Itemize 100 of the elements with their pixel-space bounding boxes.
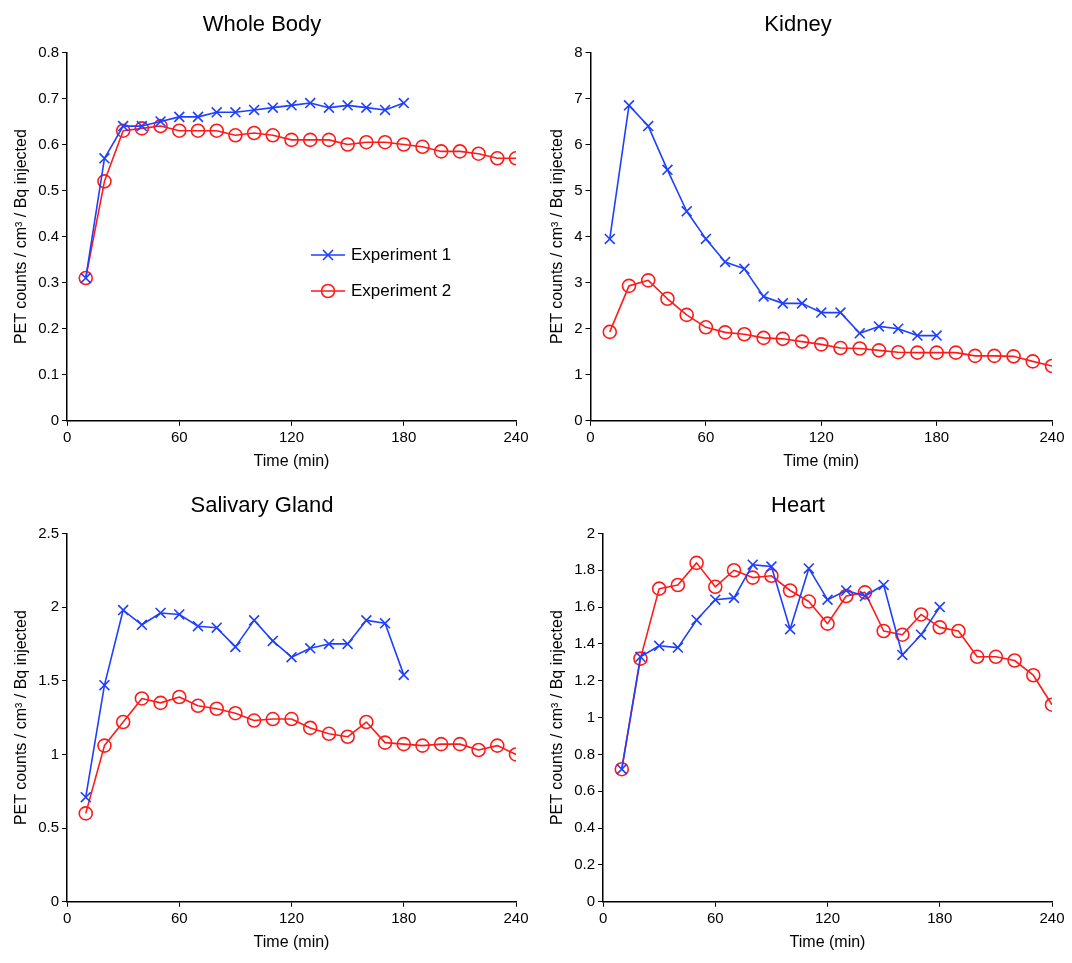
point xyxy=(700,233,712,245)
point xyxy=(341,99,354,112)
point xyxy=(757,290,770,303)
point xyxy=(210,106,223,119)
x-tick-label: 0 xyxy=(598,908,608,926)
point xyxy=(284,132,299,148)
y-tick-label: 1.5 xyxy=(38,670,60,688)
y-tick-label: 2 xyxy=(586,523,596,541)
point xyxy=(672,641,684,654)
point xyxy=(248,104,260,116)
point xyxy=(876,623,891,639)
y-tick-label: 6 xyxy=(574,134,583,152)
point xyxy=(359,714,374,730)
point xyxy=(756,330,771,346)
point xyxy=(602,324,618,340)
y-tick-label: 2 xyxy=(50,597,60,615)
point xyxy=(117,120,129,132)
x-tick-label: 120 xyxy=(808,427,834,445)
x-tick-label: 180 xyxy=(391,427,417,445)
point xyxy=(265,127,281,143)
point xyxy=(192,620,204,632)
point xyxy=(1006,349,1021,364)
point xyxy=(745,570,760,585)
point xyxy=(642,120,654,132)
point xyxy=(115,123,131,138)
point xyxy=(934,601,946,613)
x-tick-label: 240 xyxy=(1039,427,1065,445)
y-tick-label: 0 xyxy=(586,891,596,909)
y-tick-label: 0 xyxy=(50,891,60,909)
point xyxy=(859,590,871,602)
point xyxy=(98,152,111,165)
point xyxy=(801,594,817,609)
point xyxy=(746,558,759,571)
x-axis-title: Time (min) xyxy=(789,932,866,950)
point xyxy=(782,583,798,598)
point xyxy=(97,738,112,753)
point xyxy=(377,134,393,150)
y-tick-label: 2 xyxy=(574,318,583,336)
point xyxy=(857,585,873,600)
point xyxy=(285,651,298,663)
point xyxy=(171,689,187,705)
point xyxy=(323,101,335,114)
y-tick-label: 1.2 xyxy=(574,670,596,688)
point xyxy=(98,679,111,691)
point xyxy=(877,579,890,591)
point xyxy=(698,320,714,335)
chart-title: Kidney xyxy=(764,11,832,37)
y-axis-title: PET counts / cm³ / Bq injected xyxy=(12,610,30,826)
x-tick-label: 60 xyxy=(706,908,724,926)
point xyxy=(284,711,299,727)
point xyxy=(340,729,355,745)
y-tick-label: 1 xyxy=(50,744,60,762)
point xyxy=(267,101,279,114)
point xyxy=(415,139,430,155)
y-tick-label: 1 xyxy=(574,364,583,382)
legend-label: Experiment 2 xyxy=(351,280,452,300)
y-tick-label: 1.6 xyxy=(574,597,596,615)
point xyxy=(737,326,752,342)
x-tick-label: 0 xyxy=(62,427,72,445)
x-tick-label: 180 xyxy=(391,908,417,926)
point xyxy=(911,329,924,342)
chart-title: Heart xyxy=(771,492,825,518)
point xyxy=(679,307,694,323)
y-tick-label: 1 xyxy=(586,707,596,725)
point xyxy=(229,106,242,119)
point xyxy=(670,577,686,593)
point xyxy=(660,291,675,307)
point xyxy=(190,123,206,138)
point xyxy=(285,99,298,112)
y-tick-label: 2.5 xyxy=(38,523,60,541)
chart-title: Whole Body xyxy=(202,11,322,37)
point xyxy=(929,345,944,360)
point xyxy=(913,607,929,622)
point xyxy=(915,628,927,641)
x-tick-label: 120 xyxy=(279,908,305,926)
point xyxy=(775,331,791,347)
point xyxy=(689,555,704,571)
point xyxy=(838,588,854,604)
y-tick-label: 3 xyxy=(574,272,583,290)
point xyxy=(209,701,224,717)
point xyxy=(302,132,318,148)
point xyxy=(794,334,810,349)
point xyxy=(796,297,808,310)
point xyxy=(115,714,131,730)
point xyxy=(433,736,449,752)
x-axis-title: Time (min) xyxy=(783,451,860,469)
point xyxy=(895,627,910,643)
point xyxy=(396,736,412,752)
point xyxy=(302,720,318,736)
point xyxy=(717,325,733,340)
point xyxy=(321,726,337,742)
point xyxy=(987,348,1002,364)
point xyxy=(134,691,150,706)
x-tick-label: 240 xyxy=(503,908,529,926)
point xyxy=(930,329,943,342)
point xyxy=(738,263,751,275)
x-tick-label: 240 xyxy=(503,427,529,445)
point xyxy=(680,205,693,218)
point xyxy=(764,568,779,584)
point xyxy=(623,99,635,112)
